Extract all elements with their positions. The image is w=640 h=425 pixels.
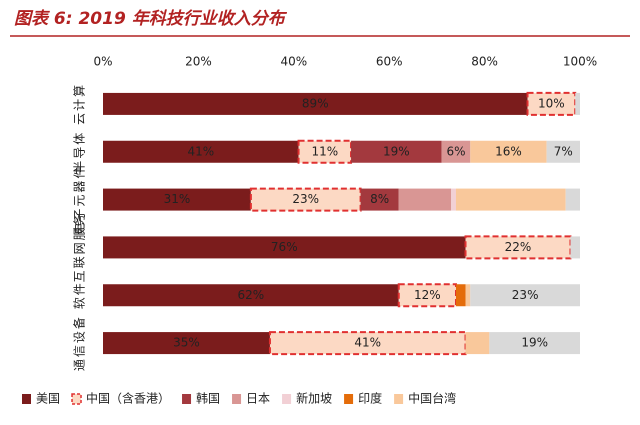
data-label: 62% [238,288,265,302]
y-tick-label: 软件 [73,281,87,309]
bar-segment [351,140,442,163]
data-label: 19% [521,336,548,350]
bar-segment [451,188,456,211]
data-label: 22% [505,240,532,254]
bar-segment [360,188,399,211]
bar-segment [470,140,547,163]
bar-segment [103,236,466,259]
legend-label: 中国（含香港） [86,391,170,406]
y-tick-label: 互联网服务 [72,212,87,282]
data-label: 76% [271,240,298,254]
bar-segment [268,331,467,356]
data-label: 12% [414,288,441,302]
bar-segment [397,283,457,308]
bar-segment [103,92,528,115]
bar-segment [489,332,580,355]
data-label: 41% [354,336,381,350]
data-label: 11% [311,144,338,158]
bar-segment [455,188,566,211]
bar-segment [455,284,466,307]
y-tick-label: 云计算 [72,83,87,125]
data-label: 7% [554,144,573,158]
data-label: 6% [446,144,465,158]
x-tick-label: 100% [563,55,597,69]
legend-swatch [394,394,404,404]
data-label: 10% [538,96,565,110]
bar-segment [470,284,580,307]
bar-segment [575,92,580,115]
x-tick-label: 40% [280,55,307,69]
legend-swatch [182,394,192,404]
legend-swatch [22,394,31,404]
data-label: 8% [370,192,389,206]
bar-segment [103,140,299,163]
bar-segment [398,188,452,211]
bar-segment [570,236,580,259]
bar-segment [464,235,572,260]
data-label: 89% [302,96,329,110]
legend-swatch [282,394,292,404]
bar-segment [565,188,580,211]
legend-swatch [344,394,354,404]
x-tick-label: 0% [93,55,112,69]
legend-label: 韩国 [196,391,220,406]
data-label: 23% [292,192,319,206]
y-tick-label: 电子元器件 [73,165,87,235]
y-tick-label: 半导体 [73,131,87,173]
legend-label: 中国台湾 [408,391,456,406]
data-label: 16% [495,144,522,158]
y-tick-label: 通信设备 [73,315,87,371]
bar-segment [103,332,270,355]
legend-label: 日本 [246,392,270,406]
data-label: 35% [173,336,200,350]
bar-segment [465,284,471,307]
legend-label: 美国 [36,392,60,406]
legend-label: 印度 [358,391,382,406]
x-tick-label: 60% [376,55,403,69]
chart-title: 图表 6: 2019 年科技行业收入分布 [14,9,288,29]
bar-segment [465,332,490,355]
data-label: 23% [512,288,539,302]
data-label: 41% [187,144,214,158]
legend-swatch [232,394,242,404]
bar-segment [546,140,580,163]
bar-segment [103,284,399,307]
data-label: 19% [383,144,410,158]
bar-segment [103,188,251,211]
x-tick-label: 80% [471,55,498,69]
legend-label: 新加坡 [296,391,332,406]
bar-segment [441,140,471,163]
data-label: 31% [164,192,191,206]
legend-swatch [71,393,82,405]
x-tick-label: 20% [185,55,212,69]
